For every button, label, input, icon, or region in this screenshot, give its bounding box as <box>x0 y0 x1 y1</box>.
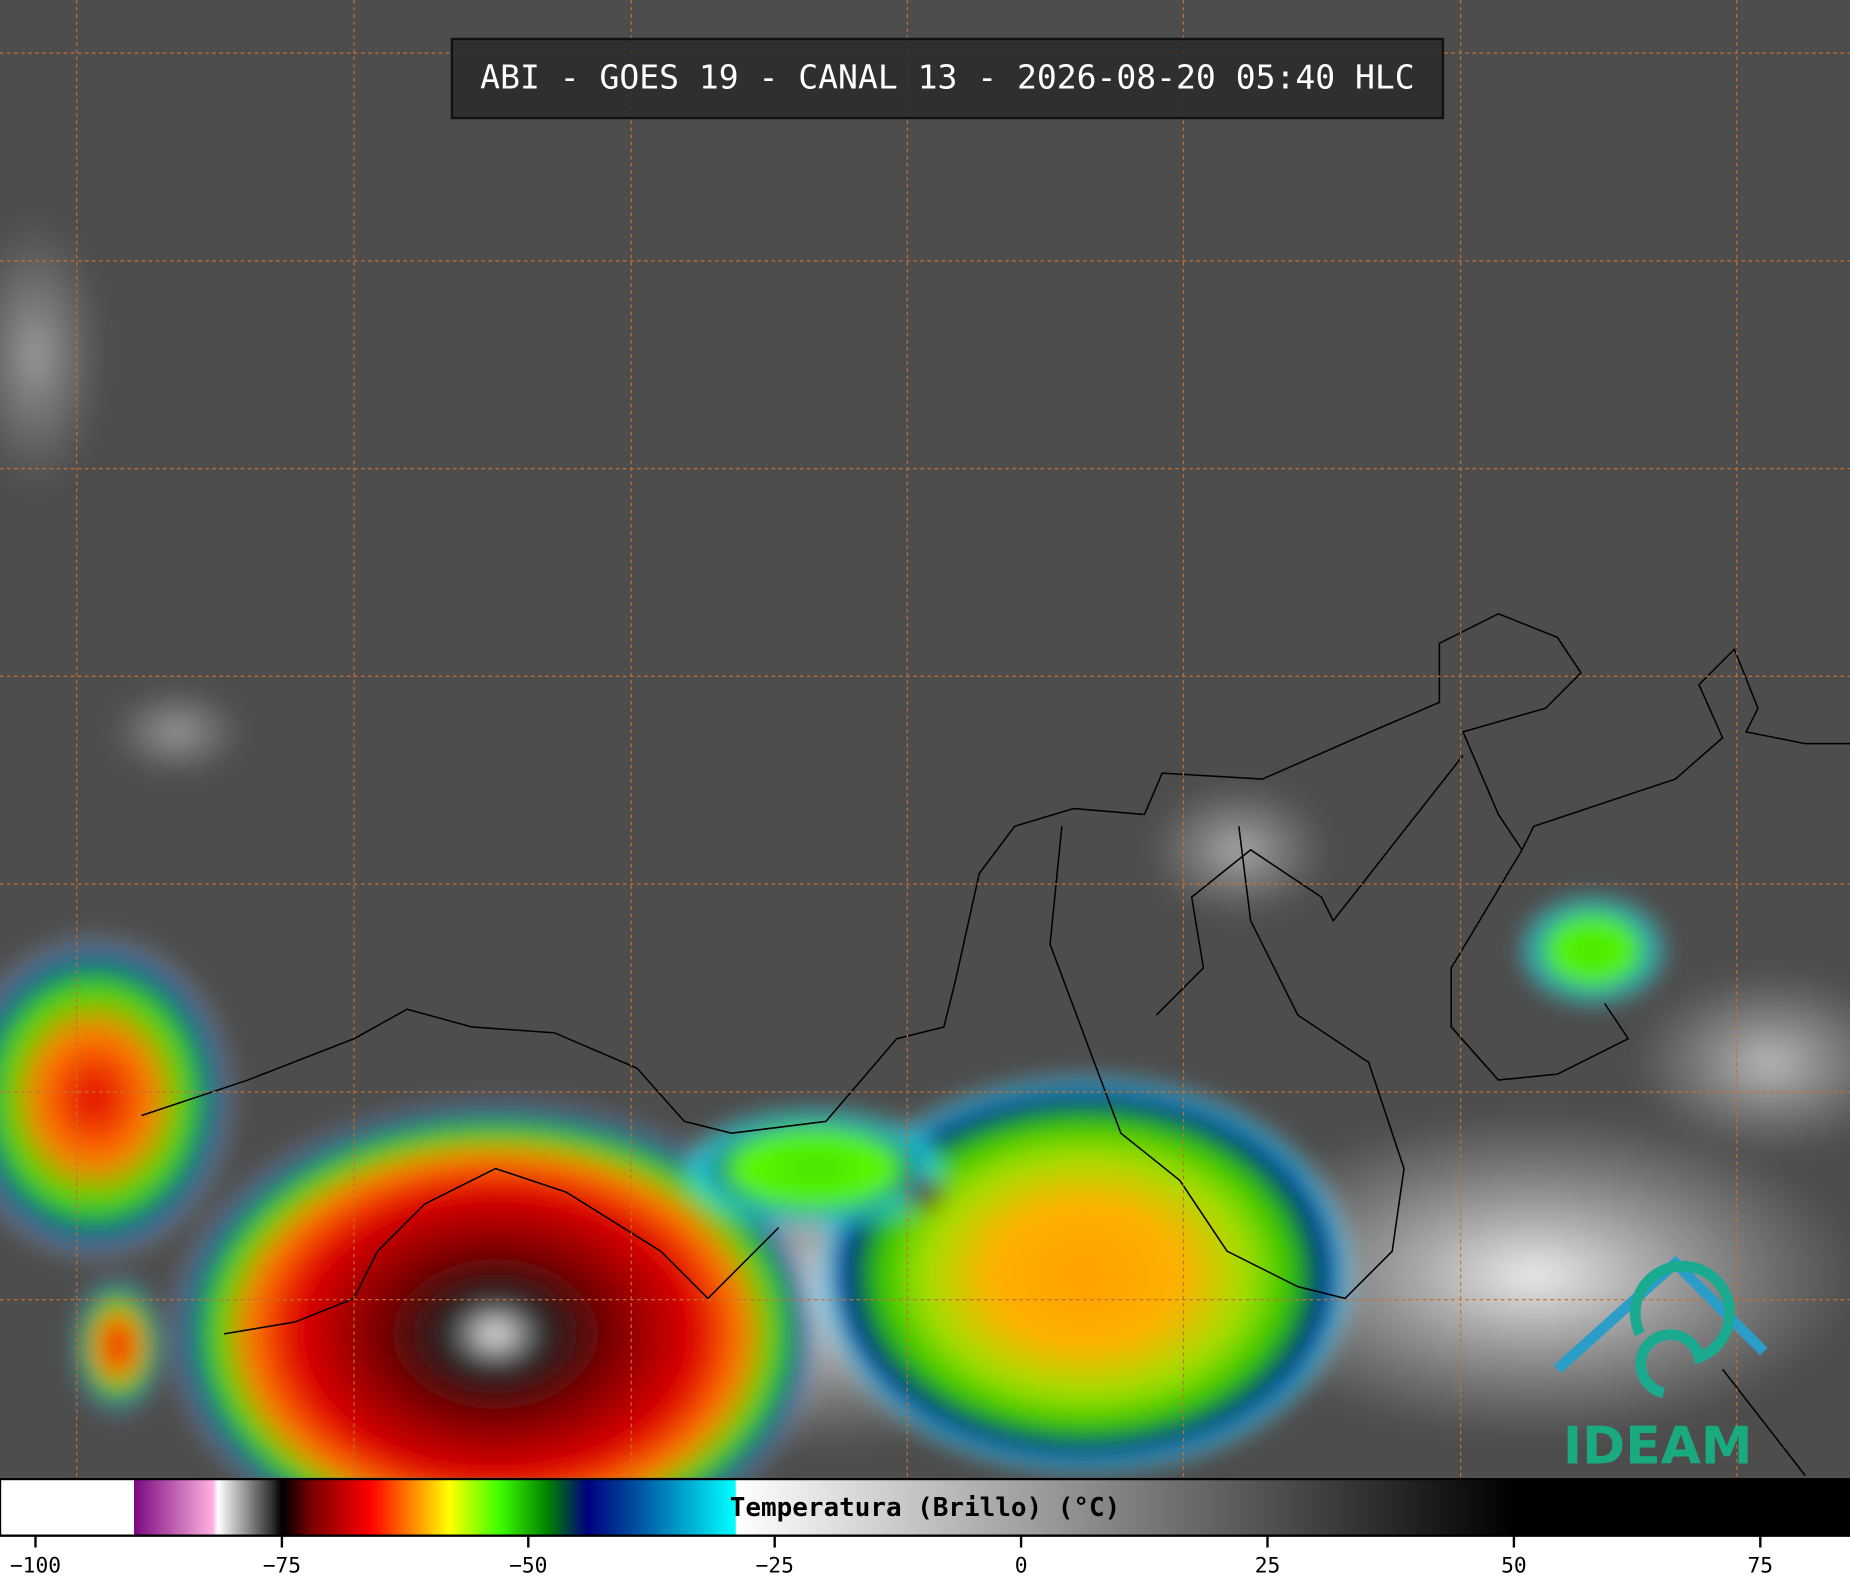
tick-label: −75 <box>263 1553 301 1577</box>
tick-label: −50 <box>509 1553 547 1577</box>
graticule <box>0 0 1850 1478</box>
title: ABI - GOES 19 - CANAL 13 - 2026-08-20 05… <box>480 58 1414 97</box>
colorbar-label: Temperatura (Brillo) (°C) <box>730 1493 1121 1523</box>
tick-label: 50 <box>1501 1553 1527 1577</box>
tick-label: −100 <box>10 1553 61 1577</box>
tick-label: 75 <box>1748 1553 1774 1577</box>
title-box <box>450 37 1445 120</box>
logo-mark <box>1553 1255 1768 1399</box>
tick-label: 0 <box>1015 1553 1028 1577</box>
tick-label: 25 <box>1255 1553 1281 1577</box>
colorbar <box>0 1477 1850 1537</box>
clouds <box>0 212 1850 1570</box>
logo-text: IDEAM <box>1563 1417 1753 1477</box>
colorbar-ticks: −100 −75 −50 −25 0 25 50 75 <box>10 1535 1774 1577</box>
tick-label: −25 <box>756 1553 794 1577</box>
coastlines <box>141 612 1850 1476</box>
